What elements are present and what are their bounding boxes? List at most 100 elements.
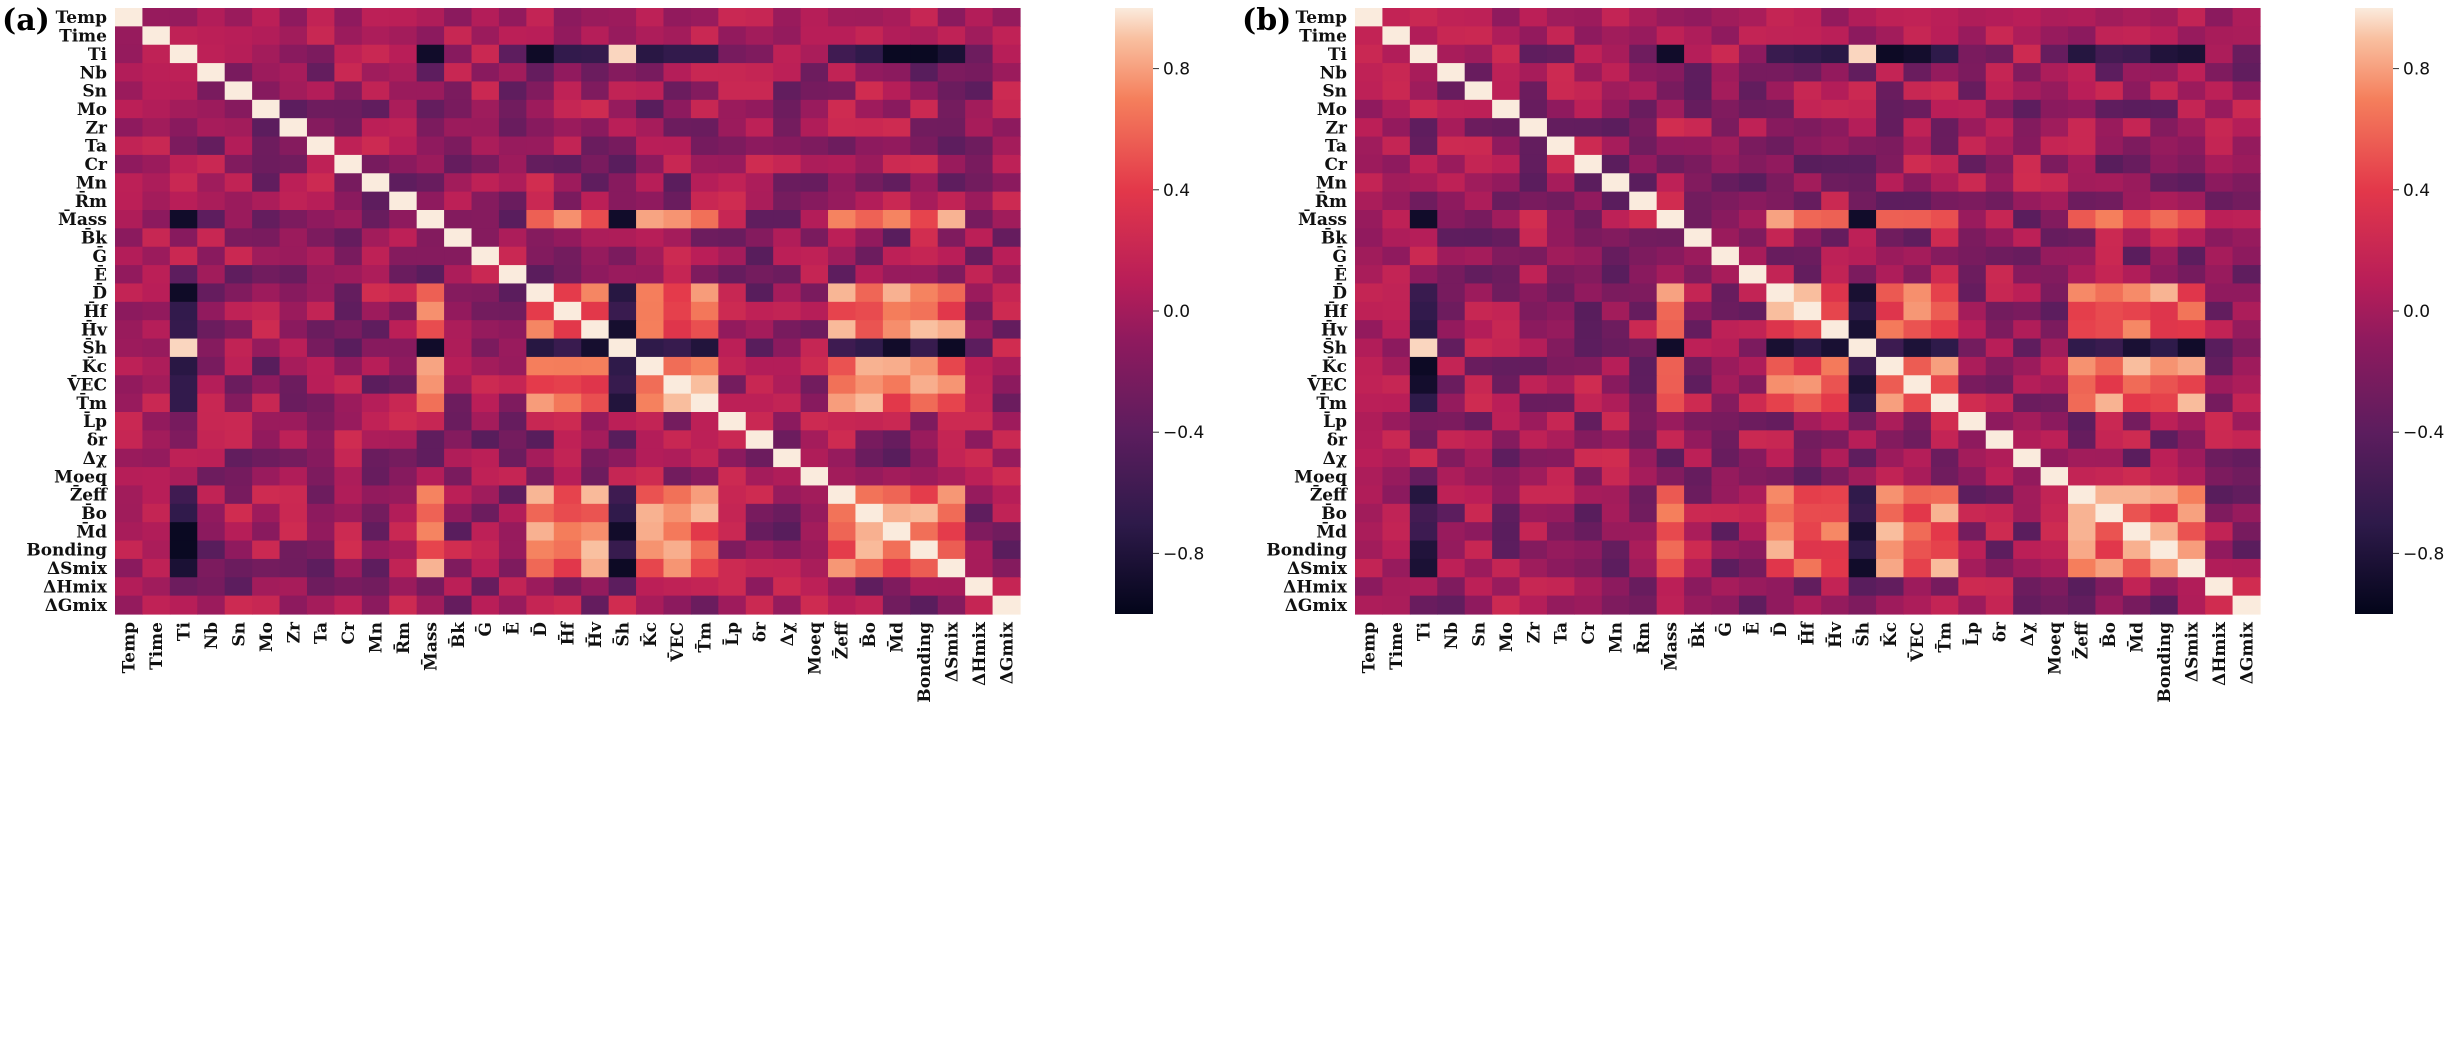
cell-32-24 bbox=[773, 595, 802, 615]
cell-12-9 bbox=[361, 228, 390, 248]
cell-0-27 bbox=[2095, 8, 2124, 27]
cell-31-15 bbox=[526, 577, 555, 597]
cell-27-4 bbox=[1464, 503, 1493, 523]
cell-1-13 bbox=[471, 26, 500, 46]
cell-13-4 bbox=[1464, 246, 1493, 266]
cell-6-6 bbox=[1519, 118, 1548, 138]
cell-8-26 bbox=[2068, 154, 2097, 174]
cell-9-29 bbox=[910, 173, 939, 193]
cell-18-12 bbox=[1684, 338, 1713, 358]
cell-32-21 bbox=[690, 595, 719, 615]
cell-24-5 bbox=[252, 448, 281, 468]
cell-6-1 bbox=[142, 118, 171, 138]
cell-11-15 bbox=[1766, 210, 1795, 229]
cell-14-13 bbox=[1711, 265, 1740, 285]
cell-14-16 bbox=[1793, 265, 1822, 285]
cell-20-26 bbox=[2068, 375, 2097, 395]
cell-27-22 bbox=[718, 503, 747, 523]
cell-2-7 bbox=[1546, 44, 1575, 64]
cell-18-27 bbox=[855, 338, 884, 358]
cell-32-28 bbox=[2122, 595, 2151, 615]
cell-23-3 bbox=[1437, 430, 1466, 450]
cell-18-24 bbox=[773, 338, 802, 358]
cell-10-20 bbox=[1903, 191, 1932, 211]
cell-7-16 bbox=[553, 136, 582, 156]
cell-17-10 bbox=[1629, 320, 1658, 340]
cell-7-4 bbox=[224, 136, 253, 156]
cell-18-9 bbox=[361, 338, 390, 358]
cell-27-23 bbox=[745, 503, 774, 523]
cell-2-22 bbox=[1958, 44, 1987, 64]
cell-21-28 bbox=[882, 393, 911, 413]
cell-18-25 bbox=[2040, 338, 2069, 358]
cell-7-14 bbox=[498, 136, 527, 156]
cell-24-26 bbox=[828, 448, 857, 468]
cell-30-11 bbox=[416, 558, 445, 578]
cell-19-22 bbox=[718, 356, 747, 376]
cell-25-29 bbox=[910, 467, 939, 487]
cell-12-6 bbox=[1519, 228, 1548, 248]
cell-7-8 bbox=[334, 136, 363, 156]
cell-11-29 bbox=[2150, 210, 2179, 229]
cell-22-12 bbox=[444, 412, 473, 431]
cell-16-1 bbox=[142, 301, 171, 321]
cell-0-28 bbox=[2122, 8, 2151, 27]
cell-25-23 bbox=[1985, 467, 2014, 487]
cell-20-28 bbox=[2122, 375, 2151, 395]
cell-16-26 bbox=[828, 301, 857, 321]
cell-30-6 bbox=[1519, 558, 1548, 578]
cell-12-30 bbox=[937, 228, 966, 248]
cell-31-20 bbox=[663, 577, 692, 597]
cell-5-17 bbox=[581, 99, 610, 119]
cell-28-32 bbox=[2232, 522, 2261, 542]
cell-5-28 bbox=[2122, 99, 2151, 119]
cell-20-10 bbox=[389, 375, 418, 395]
cell-19-6 bbox=[1519, 356, 1548, 376]
cell-14-6 bbox=[279, 265, 308, 285]
cell-3-10 bbox=[1629, 63, 1658, 83]
cell-29-10 bbox=[389, 540, 418, 560]
cell-8-23 bbox=[1985, 154, 2014, 174]
cell-15-22 bbox=[1958, 283, 1987, 303]
cell-1-14 bbox=[1738, 26, 1767, 46]
cell-23-4 bbox=[224, 430, 253, 450]
cell-22-2 bbox=[169, 412, 198, 431]
cell-27-29 bbox=[910, 503, 939, 523]
cell-19-7 bbox=[1546, 356, 1575, 376]
cell-15-16 bbox=[1793, 283, 1822, 303]
cell-25-26 bbox=[828, 467, 857, 487]
cell-32-31 bbox=[2205, 595, 2234, 615]
cell-3-13 bbox=[471, 63, 500, 83]
cell-27-24 bbox=[2013, 503, 2042, 523]
cell-8-17 bbox=[581, 154, 610, 174]
cell-4-29 bbox=[2150, 81, 2179, 101]
cell-21-6 bbox=[1519, 393, 1548, 413]
cell-6-2 bbox=[169, 118, 198, 138]
cell-23-17 bbox=[581, 430, 610, 450]
cell-1-23 bbox=[1985, 26, 2014, 46]
cell-18-5 bbox=[1492, 338, 1521, 358]
cell-20-11 bbox=[1656, 375, 1685, 395]
cell-12-16 bbox=[1793, 228, 1822, 248]
cell-6-18 bbox=[608, 118, 637, 138]
cell-14-8 bbox=[1574, 265, 1603, 285]
column-label: M̄ass bbox=[1660, 622, 1681, 671]
cell-5-17 bbox=[1821, 99, 1850, 119]
cell-11-19 bbox=[1876, 210, 1905, 229]
cell-1-15 bbox=[1766, 26, 1795, 46]
cell-6-26 bbox=[828, 118, 857, 138]
cell-23-24 bbox=[773, 430, 802, 450]
cell-17-9 bbox=[1601, 320, 1630, 340]
cell-19-13 bbox=[471, 356, 500, 376]
cell-13-24 bbox=[773, 246, 802, 266]
cell-5-13 bbox=[1711, 99, 1740, 119]
cell-15-23 bbox=[745, 283, 774, 303]
cell-30-24 bbox=[2013, 558, 2042, 578]
cell-23-7 bbox=[306, 430, 335, 450]
cell-32-20 bbox=[1903, 595, 1932, 615]
cell-10-14 bbox=[1738, 191, 1767, 211]
cell-9-8 bbox=[1574, 173, 1603, 193]
cell-20-29 bbox=[2150, 375, 2179, 395]
cell-4-26 bbox=[828, 81, 857, 101]
cell-14-25 bbox=[800, 265, 829, 285]
